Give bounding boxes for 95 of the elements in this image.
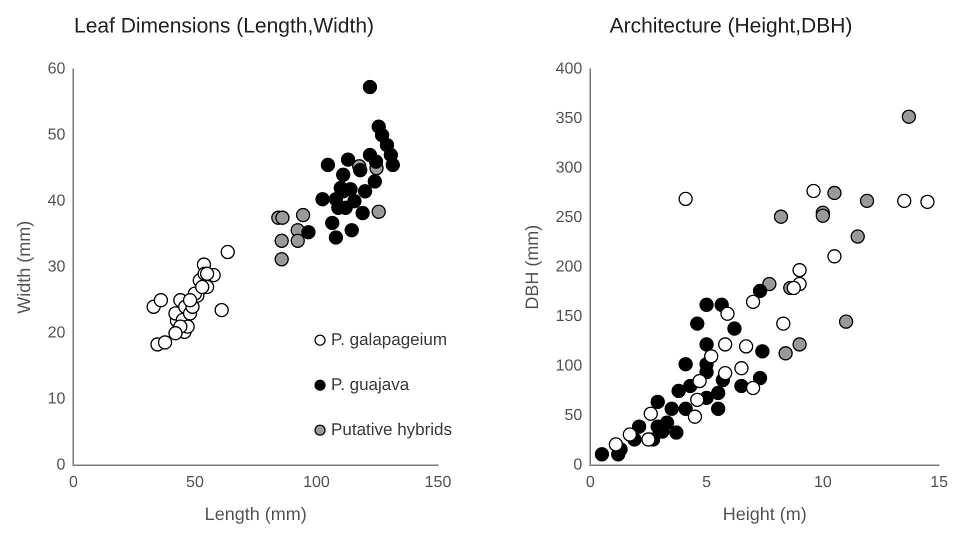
point xyxy=(182,293,198,308)
y-tick-label: 40 xyxy=(48,192,66,210)
point xyxy=(320,158,336,172)
point xyxy=(353,163,368,178)
y-tick-label: 50 xyxy=(48,126,66,144)
y-tick-label: 250 xyxy=(556,209,582,226)
point xyxy=(328,230,344,245)
point xyxy=(902,110,916,124)
point xyxy=(778,346,793,360)
point xyxy=(168,326,183,340)
point xyxy=(786,280,801,296)
point xyxy=(274,234,289,248)
y-tick-label: 100 xyxy=(556,358,582,375)
y-tick-label: 30 xyxy=(48,258,66,276)
x-axis-title: Height (m) xyxy=(722,504,807,524)
y-tick-label: 200 xyxy=(556,258,582,276)
point xyxy=(368,154,384,169)
x-tick-label: 0 xyxy=(586,474,595,492)
point xyxy=(711,402,726,416)
y-tick-label: 20 xyxy=(48,324,66,342)
chart-title: Leaf Dimensions (Length,Width) xyxy=(74,14,374,38)
x-axis-title: Length (mm) xyxy=(204,504,307,524)
point xyxy=(622,427,637,442)
point xyxy=(296,208,310,222)
y-tick-label: 150 xyxy=(556,308,582,326)
point xyxy=(641,432,656,447)
point xyxy=(368,174,382,189)
point xyxy=(275,210,290,225)
point xyxy=(362,80,378,94)
y-axis-title: Width (mm) xyxy=(14,220,34,314)
point xyxy=(850,229,865,244)
point xyxy=(774,210,788,224)
point xyxy=(358,184,372,198)
point xyxy=(690,316,704,331)
point xyxy=(372,204,386,219)
y-tick-label: 300 xyxy=(556,160,582,177)
point xyxy=(650,394,665,409)
y-tick-label: 10 xyxy=(48,390,66,408)
chart-title: Architecture (Height,DBH) xyxy=(610,14,852,38)
point xyxy=(755,344,770,358)
x-tick-label: 5 xyxy=(702,474,712,492)
point xyxy=(200,266,214,281)
point xyxy=(608,437,624,452)
point xyxy=(752,370,768,386)
point xyxy=(347,194,362,208)
y-tick-label: 60 xyxy=(48,60,66,78)
point xyxy=(669,425,684,440)
legend-label: Putative hybrids xyxy=(331,420,452,439)
point xyxy=(816,208,830,223)
x-tick-label: 0 xyxy=(68,474,78,492)
point xyxy=(762,276,776,292)
point xyxy=(678,402,693,416)
point xyxy=(734,378,749,394)
point xyxy=(315,192,330,206)
point xyxy=(154,293,168,308)
point xyxy=(274,252,289,266)
point xyxy=(386,158,400,172)
point xyxy=(632,419,646,434)
x-tick-label: 100 xyxy=(303,474,330,492)
legend-label: P. guajava xyxy=(331,374,410,394)
point xyxy=(336,168,350,182)
x-tick-label: 150 xyxy=(424,474,452,492)
point xyxy=(301,225,316,240)
point xyxy=(827,186,842,200)
y-tick-label: 50 xyxy=(564,407,582,424)
point xyxy=(664,402,679,416)
point xyxy=(690,392,704,408)
point xyxy=(718,366,732,380)
point xyxy=(290,234,305,248)
point xyxy=(711,386,726,400)
y-axis-title: DBH (mm) xyxy=(522,224,542,310)
point xyxy=(727,321,742,336)
point xyxy=(594,447,610,462)
x-tick-label: 15 xyxy=(930,474,948,492)
y-tick-label: 0 xyxy=(56,456,66,474)
point xyxy=(344,223,359,238)
point xyxy=(699,298,714,312)
point xyxy=(325,216,340,230)
y-tick-label: 350 xyxy=(556,110,582,128)
x-tick-label: 50 xyxy=(186,474,204,492)
point xyxy=(356,206,370,220)
point xyxy=(838,314,854,329)
x-tick-label: 10 xyxy=(814,474,832,492)
point xyxy=(672,384,686,398)
point xyxy=(195,280,210,294)
point xyxy=(752,284,768,298)
y-tick-label: 400 xyxy=(556,60,582,78)
point xyxy=(340,152,356,167)
point xyxy=(860,194,874,208)
point xyxy=(699,337,714,352)
point xyxy=(792,337,807,352)
point xyxy=(678,357,693,372)
y-tick-label: 0 xyxy=(573,456,582,474)
point xyxy=(158,335,172,350)
legend-label: P. galapageium xyxy=(331,330,447,349)
